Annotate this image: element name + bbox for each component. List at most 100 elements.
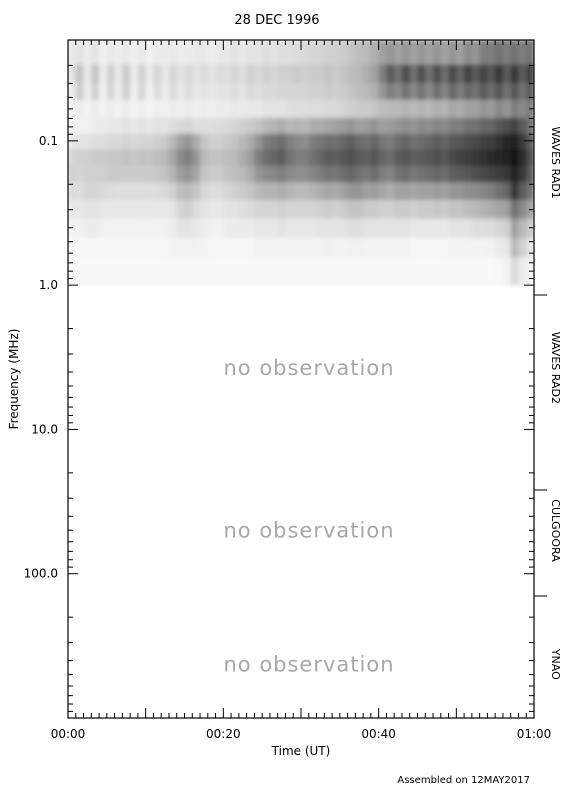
heatmap-cell <box>285 99 294 119</box>
heatmap-cell <box>223 182 232 201</box>
heatmap-cell <box>223 257 232 286</box>
heatmap-cell <box>176 257 186 286</box>
heatmap-cell <box>137 82 147 101</box>
heatmap-cell <box>378 237 388 258</box>
heatmap-cell <box>518 149 527 167</box>
heatmap-cell <box>200 182 209 201</box>
heatmap-cell <box>192 40 201 66</box>
heatmap-cell <box>401 64 411 84</box>
heatmap-cell <box>308 149 318 167</box>
heatmap-cell <box>471 182 481 201</box>
heatmap-cell <box>137 237 147 258</box>
heatmap-cell <box>75 117 85 135</box>
heatmap-cell <box>316 257 325 286</box>
band-label: YNAO <box>549 648 562 680</box>
heatmap-cell <box>176 182 186 201</box>
heatmap-cell <box>91 182 100 201</box>
heatmap-cell <box>425 149 434 167</box>
heatmap-cell <box>347 237 356 258</box>
heatmap-cell <box>425 99 434 119</box>
heatmap-cell <box>114 182 123 201</box>
heatmap-cell <box>425 218 434 239</box>
heatmap-cell <box>176 149 186 167</box>
heatmap-cell <box>145 117 155 135</box>
heatmap-cell <box>246 99 255 119</box>
heatmap-cell <box>215 182 224 201</box>
heatmap-cell <box>510 40 520 66</box>
heatmap-cell <box>355 82 364 101</box>
heatmap-cell <box>495 64 504 84</box>
heatmap-cell <box>106 257 116 286</box>
heatmap-cell <box>433 117 442 135</box>
heatmap-cell <box>339 40 349 66</box>
heatmap-cell <box>425 257 434 286</box>
heatmap-cell <box>339 165 349 183</box>
heatmap-cell <box>456 165 465 183</box>
heatmap-cell <box>262 40 271 66</box>
heatmap-cell <box>168 182 178 201</box>
heatmap-cell <box>137 149 147 167</box>
heatmap-cell <box>510 199 520 220</box>
heatmap-cell <box>137 199 147 220</box>
heatmap-cell <box>277 182 287 201</box>
heatmap-cell <box>502 149 512 167</box>
heatmap-cell <box>262 99 271 119</box>
heatmap-cell <box>184 218 193 239</box>
heatmap-cell <box>409 133 419 150</box>
heatmap-cell <box>75 64 85 84</box>
x-axis-tick-labels: 00:00 00:20 00:40 01:00 <box>51 727 552 741</box>
heatmap-cell <box>106 237 116 258</box>
heatmap-cell <box>363 257 372 286</box>
heatmap-cell <box>425 182 434 201</box>
heatmap-cell <box>456 149 465 167</box>
heatmap-cell <box>386 165 395 183</box>
heatmap-cell <box>518 64 527 84</box>
heatmap-cell <box>200 82 209 101</box>
heatmap-cell <box>370 117 380 135</box>
heatmap-cell <box>153 82 162 101</box>
heatmap-cell <box>456 40 465 66</box>
y-tick-label: 0.1 <box>39 134 58 148</box>
heatmap-cell <box>254 199 263 220</box>
heatmap-cell <box>130 257 139 286</box>
heatmap-cell <box>324 64 333 84</box>
heatmap-cell <box>215 117 224 135</box>
heatmap-cell <box>355 165 364 183</box>
assembled-date: Assembled on 12MAY2017 <box>397 775 530 786</box>
heatmap-cell <box>471 199 481 220</box>
heatmap-cell <box>324 199 333 220</box>
heatmap-cell <box>464 237 473 258</box>
heatmap-cell <box>456 237 465 258</box>
heatmap-cell <box>168 165 178 183</box>
y-tick-label: 100.0 <box>24 567 58 581</box>
heatmap-cell <box>433 149 442 167</box>
heatmap-cell <box>238 199 248 220</box>
heatmap-cell <box>184 199 193 220</box>
heatmap-cell <box>285 133 294 150</box>
heatmap-cell <box>122 133 131 150</box>
heatmap-cell <box>487 40 496 66</box>
heatmap-cell <box>106 182 116 201</box>
heatmap-cell <box>153 199 162 220</box>
heatmap-cell <box>378 117 388 135</box>
heatmap-cell <box>394 82 403 101</box>
heatmap-cell <box>68 40 77 66</box>
heatmap-cell <box>137 99 147 119</box>
heatmap-cell <box>456 182 465 201</box>
heatmap-cell <box>231 99 240 119</box>
heatmap-cell <box>425 117 434 135</box>
heatmap-cell <box>161 218 170 239</box>
heatmap-cell <box>137 133 147 150</box>
heatmap-cell <box>68 165 77 183</box>
heatmap-cell <box>246 64 255 84</box>
heatmap-cell <box>526 82 534 101</box>
heatmap-cell <box>223 199 232 220</box>
heatmap-cell <box>378 182 388 201</box>
heatmap-cell <box>448 257 457 286</box>
heatmap-cell <box>401 133 411 150</box>
heatmap-cell <box>386 40 395 66</box>
heatmap-cell <box>386 218 395 239</box>
heatmap-cell <box>526 218 534 239</box>
heatmap-cell <box>518 237 527 258</box>
